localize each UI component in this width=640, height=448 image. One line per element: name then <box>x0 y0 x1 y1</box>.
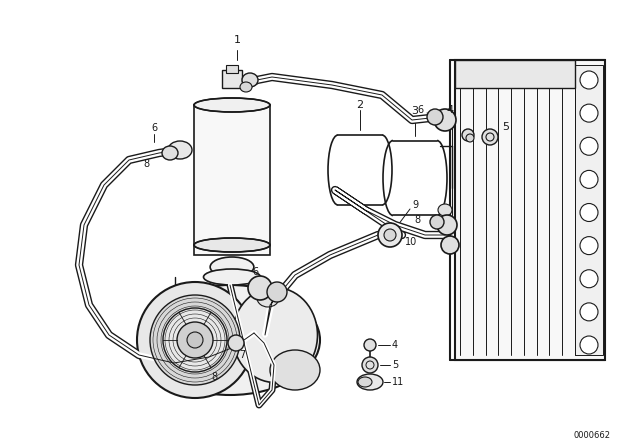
Circle shape <box>384 229 396 241</box>
Circle shape <box>177 322 213 358</box>
Text: 4: 4 <box>392 340 398 350</box>
Circle shape <box>364 339 376 351</box>
Ellipse shape <box>194 238 270 252</box>
Text: 10: 10 <box>405 237 417 247</box>
Ellipse shape <box>358 377 372 387</box>
Text: 6: 6 <box>151 123 157 133</box>
Bar <box>575 65 603 355</box>
Circle shape <box>187 332 203 348</box>
Circle shape <box>427 109 443 125</box>
Bar <box>222 70 242 88</box>
Text: 8: 8 <box>414 215 420 225</box>
Circle shape <box>580 237 598 254</box>
Circle shape <box>580 336 598 354</box>
Bar <box>194 105 270 255</box>
Text: 6: 6 <box>252 267 258 277</box>
Text: 0000662: 0000662 <box>573 431 610 439</box>
Text: 8: 8 <box>143 159 149 169</box>
Text: 11: 11 <box>392 377 404 387</box>
Circle shape <box>462 129 474 141</box>
Circle shape <box>430 215 444 229</box>
Text: 8: 8 <box>211 372 217 382</box>
Circle shape <box>580 270 598 288</box>
Ellipse shape <box>194 98 270 112</box>
Text: 6: 6 <box>417 105 423 115</box>
Circle shape <box>228 335 244 351</box>
Ellipse shape <box>210 257 254 277</box>
Circle shape <box>137 282 253 398</box>
Bar <box>226 65 238 73</box>
Text: 9: 9 <box>412 200 418 210</box>
Ellipse shape <box>357 374 383 390</box>
Circle shape <box>434 109 456 131</box>
Circle shape <box>378 223 402 247</box>
Circle shape <box>248 276 272 300</box>
Circle shape <box>580 203 598 221</box>
Circle shape <box>580 71 598 89</box>
Circle shape <box>163 308 227 372</box>
Circle shape <box>580 303 598 321</box>
Circle shape <box>441 236 459 254</box>
Circle shape <box>580 137 598 155</box>
Bar <box>455 60 605 360</box>
Text: 2: 2 <box>356 100 364 110</box>
Ellipse shape <box>438 204 452 216</box>
Ellipse shape <box>257 289 279 307</box>
Text: 5: 5 <box>392 360 398 370</box>
Ellipse shape <box>232 288 317 383</box>
Ellipse shape <box>140 285 320 395</box>
Circle shape <box>267 282 287 302</box>
Ellipse shape <box>240 82 252 92</box>
Circle shape <box>466 134 474 142</box>
Ellipse shape <box>204 269 260 285</box>
Circle shape <box>150 295 240 385</box>
Circle shape <box>580 104 598 122</box>
Ellipse shape <box>242 73 258 87</box>
Circle shape <box>362 357 378 373</box>
Text: 3: 3 <box>412 106 419 116</box>
Ellipse shape <box>168 141 192 159</box>
Bar <box>455 60 575 88</box>
Text: 4: 4 <box>447 105 454 115</box>
Circle shape <box>437 215 457 235</box>
Circle shape <box>580 170 598 188</box>
Text: 7: 7 <box>239 350 245 360</box>
Text: 1: 1 <box>234 35 241 45</box>
Ellipse shape <box>270 350 320 390</box>
Ellipse shape <box>162 146 178 160</box>
Circle shape <box>482 129 498 145</box>
Text: 5: 5 <box>502 122 509 132</box>
